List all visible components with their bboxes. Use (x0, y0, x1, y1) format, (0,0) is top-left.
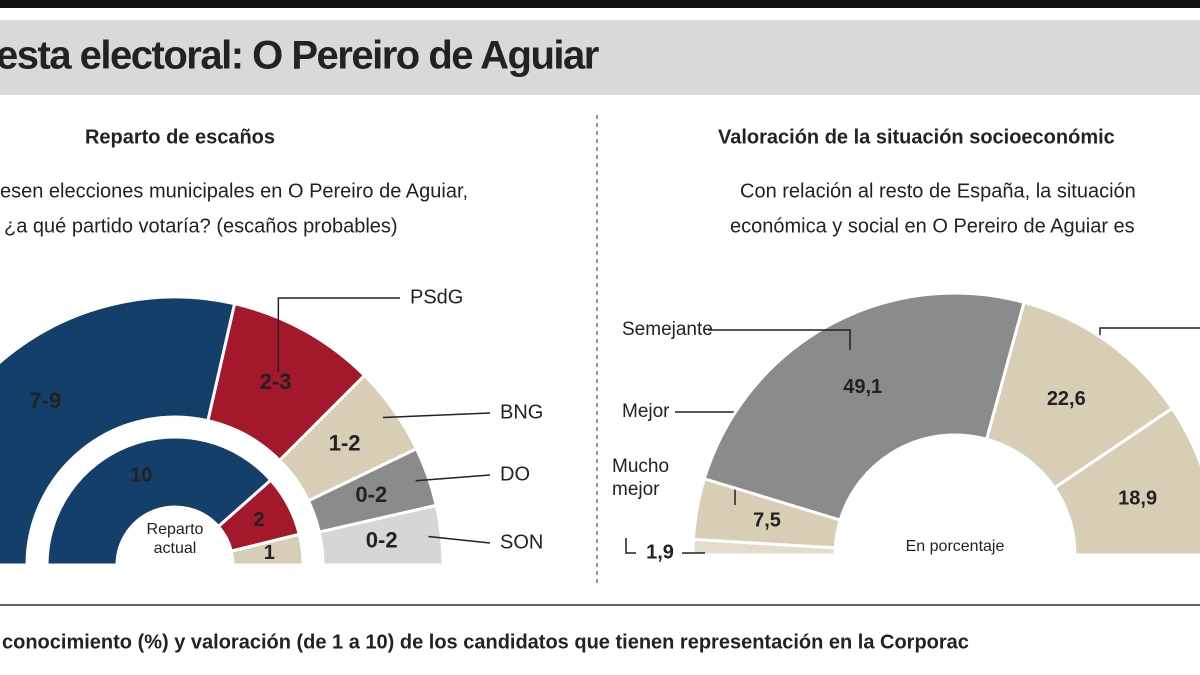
chart-title: Valoración de la situación socioeconómic (718, 126, 1115, 148)
chart-subtitle: económica y social en O Pereiro de Aguia… (730, 215, 1135, 237)
value-label: 22,6 (1047, 388, 1086, 410)
value-label: 7,5 (753, 510, 781, 532)
category-label: Mucho mejor (612, 456, 670, 500)
leader-line (428, 535, 491, 544)
value-label: 0-2 (366, 528, 398, 553)
header-band (0, 20, 1200, 95)
category-label: BNG (500, 401, 543, 423)
seat-arc (317, 503, 445, 567)
center-label: Reparto actual (146, 521, 204, 558)
seat-arc (0, 295, 237, 567)
chart-title: Reparto de escaños (85, 126, 275, 148)
value-label: 1 (264, 542, 275, 564)
value-label: 7-9 (29, 388, 61, 413)
leader-line (625, 538, 636, 554)
annotation: En porcentaje (905, 538, 1005, 555)
value-label: 1,9 (646, 541, 674, 563)
leader-line (708, 329, 851, 350)
category-label: PSdG (410, 286, 463, 308)
category-label: Semejante (622, 319, 713, 340)
value-label: 1-2 (329, 430, 361, 455)
current-seat-arc (229, 532, 305, 567)
footer-text: conocimiento (%) y valoración (de 1 a 10… (2, 631, 969, 653)
page-title: esta electoral: O Pereiro de Aguiar (0, 34, 599, 78)
value-label: 10 (130, 464, 152, 486)
category-label: DO (500, 463, 530, 485)
category-label: Mejor (622, 401, 670, 422)
leader-line (382, 412, 491, 419)
top-bar (0, 0, 1200, 8)
value-label: 2-3 (260, 369, 292, 394)
value-label: 0-2 (355, 482, 387, 507)
leader-line (415, 474, 491, 482)
value-label: 49,1 (843, 376, 882, 398)
leader-line (277, 297, 400, 372)
value-label: 2 (254, 509, 265, 531)
chart-subtitle: esen elecciones municipales en O Pereiro… (0, 180, 468, 202)
chart-subtitle: ¿a qué partido votaría? (escaños probabl… (4, 215, 398, 237)
chart-subtitle: Con relación al resto de España, la situ… (740, 180, 1136, 202)
value-label: 18,9 (1118, 487, 1157, 509)
category-label: SON (500, 531, 543, 553)
slice (1052, 406, 1200, 557)
slice (702, 291, 1026, 522)
current-seat-arc (45, 435, 273, 567)
